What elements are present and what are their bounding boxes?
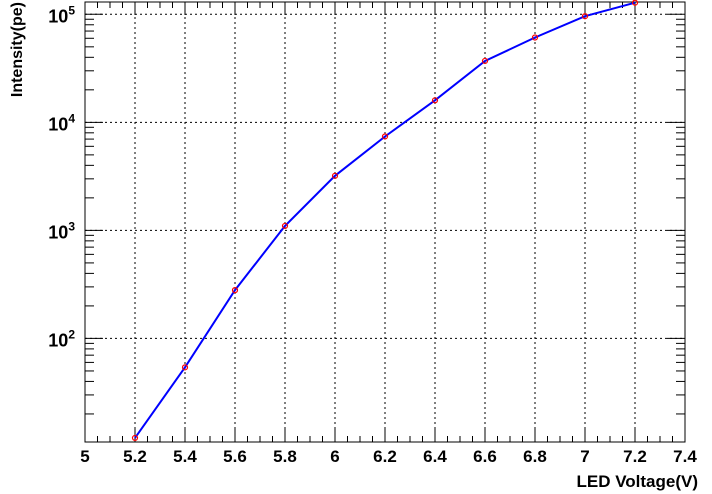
- data-point: [631, 0, 639, 6]
- x-tick-label: 6.2: [373, 447, 397, 466]
- x-tick-label: 6.8: [523, 447, 547, 466]
- y-tick-label: 103: [48, 219, 75, 242]
- data-point: [281, 222, 289, 230]
- y-tick-label: 102: [48, 327, 75, 350]
- x-tick-label: 5.6: [223, 447, 247, 466]
- data-point: [231, 287, 239, 294]
- x-tick-label: 5.4: [173, 447, 197, 466]
- x-tick-labels: 5 5.2 5.4 5.6 5.8 6 6.2 6.4 6.6 6.8 7 7.2 7.4: [80, 447, 697, 466]
- grid: [85, 2, 685, 442]
- x-tick-label: 5.8: [273, 447, 297, 466]
- data-point: [431, 97, 439, 104]
- data-point: [581, 13, 589, 20]
- x-tick-label: 5: [80, 447, 89, 466]
- series-line: [134, 1, 636, 439]
- y-tick-labels: 102 103 104 105: [48, 3, 75, 350]
- axis-ticks: [84, 2, 686, 442]
- data-point: [131, 434, 139, 442]
- data-point: [531, 34, 539, 41]
- x-tick-label: 5.2: [123, 447, 147, 466]
- x-axis-label: LED Voltage(V): [576, 472, 698, 491]
- x-tick-label: 7.2: [623, 447, 647, 466]
- x-tick-label: 6.4: [423, 447, 447, 466]
- data-point: [381, 133, 389, 140]
- data-point: [481, 57, 489, 65]
- x-tick-label: 7: [580, 447, 589, 466]
- y-axis-label: Intensity(pe): [9, 2, 26, 97]
- y-tick-label: 104: [48, 111, 75, 134]
- data-point: [331, 172, 339, 179]
- x-tick-label: 6.6: [473, 447, 497, 466]
- x-tick-label: 7.4: [673, 447, 697, 466]
- x-tick-label: 6: [330, 447, 339, 466]
- y-tick-label: 105: [48, 3, 75, 26]
- series: [131, 0, 639, 442]
- data-point: [181, 364, 189, 371]
